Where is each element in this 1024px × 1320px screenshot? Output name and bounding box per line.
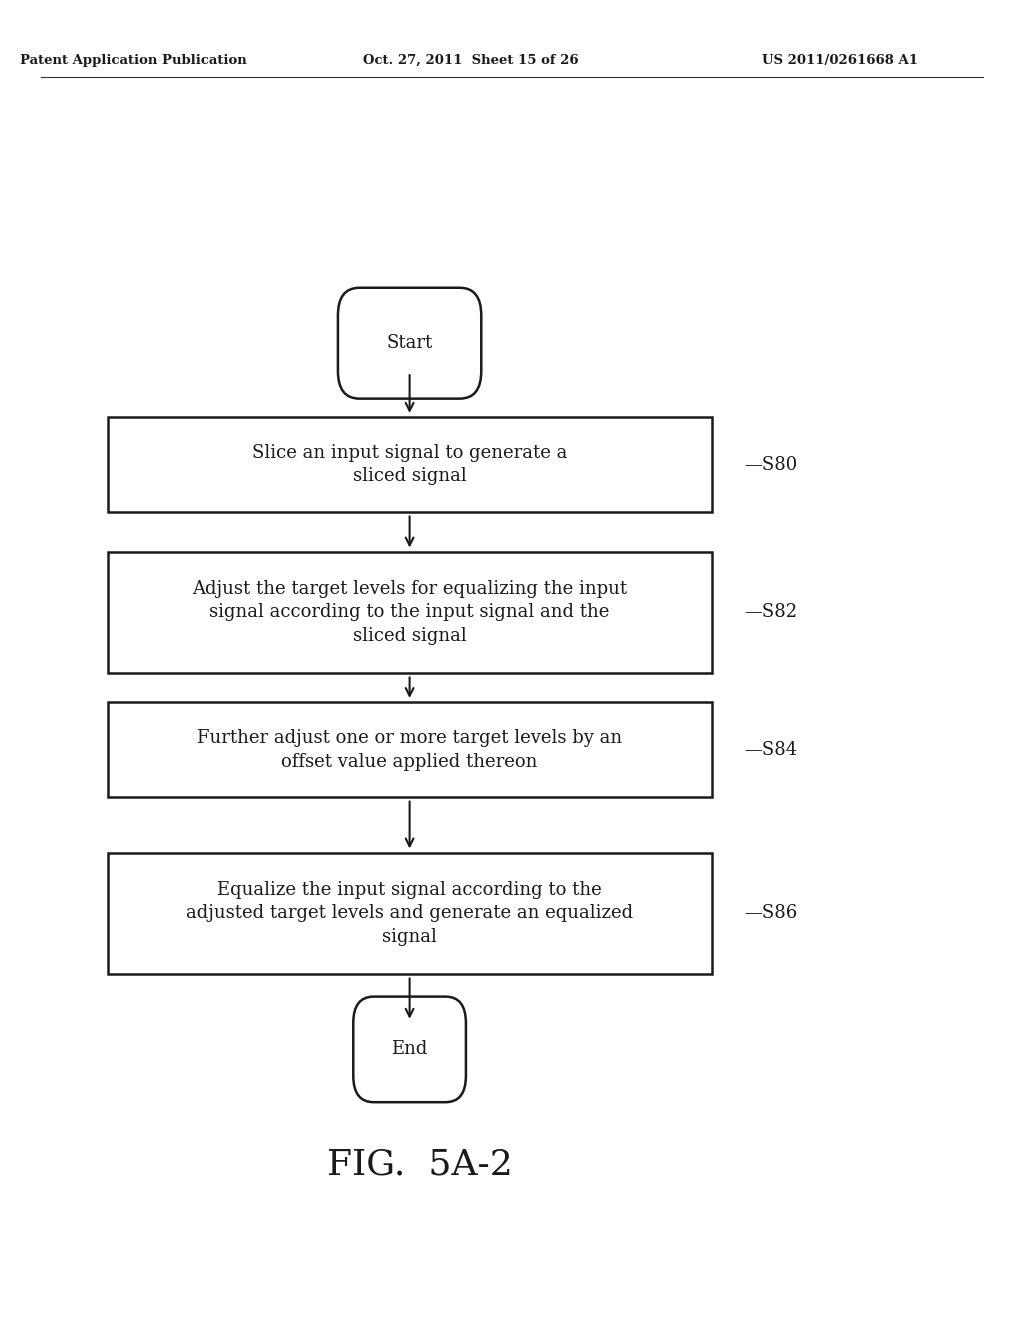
Text: Start: Start — [386, 334, 433, 352]
Text: FIG.  5A-2: FIG. 5A-2 — [327, 1147, 513, 1181]
Text: End: End — [391, 1040, 428, 1059]
FancyBboxPatch shape — [108, 702, 712, 797]
FancyBboxPatch shape — [108, 552, 712, 673]
Text: —S86: —S86 — [744, 904, 798, 923]
Text: Slice an input signal to generate a
sliced signal: Slice an input signal to generate a slic… — [252, 444, 567, 486]
Text: Oct. 27, 2011  Sheet 15 of 26: Oct. 27, 2011 Sheet 15 of 26 — [364, 54, 579, 67]
Text: Equalize the input signal according to the
adjusted target levels and generate a: Equalize the input signal according to t… — [186, 880, 633, 946]
FancyBboxPatch shape — [108, 853, 712, 974]
Text: —S80: —S80 — [744, 455, 798, 474]
Text: Patent Application Publication: Patent Application Publication — [19, 54, 247, 67]
Text: US 2011/0261668 A1: US 2011/0261668 A1 — [762, 54, 918, 67]
FancyBboxPatch shape — [108, 417, 712, 512]
Text: —S84: —S84 — [744, 741, 798, 759]
Text: Adjust the target levels for equalizing the input
signal according to the input : Adjust the target levels for equalizing … — [193, 579, 627, 645]
FancyBboxPatch shape — [353, 997, 466, 1102]
FancyBboxPatch shape — [338, 288, 481, 399]
Text: —S82: —S82 — [744, 603, 798, 622]
Text: Further adjust one or more target levels by an
offset value applied thereon: Further adjust one or more target levels… — [197, 729, 623, 771]
